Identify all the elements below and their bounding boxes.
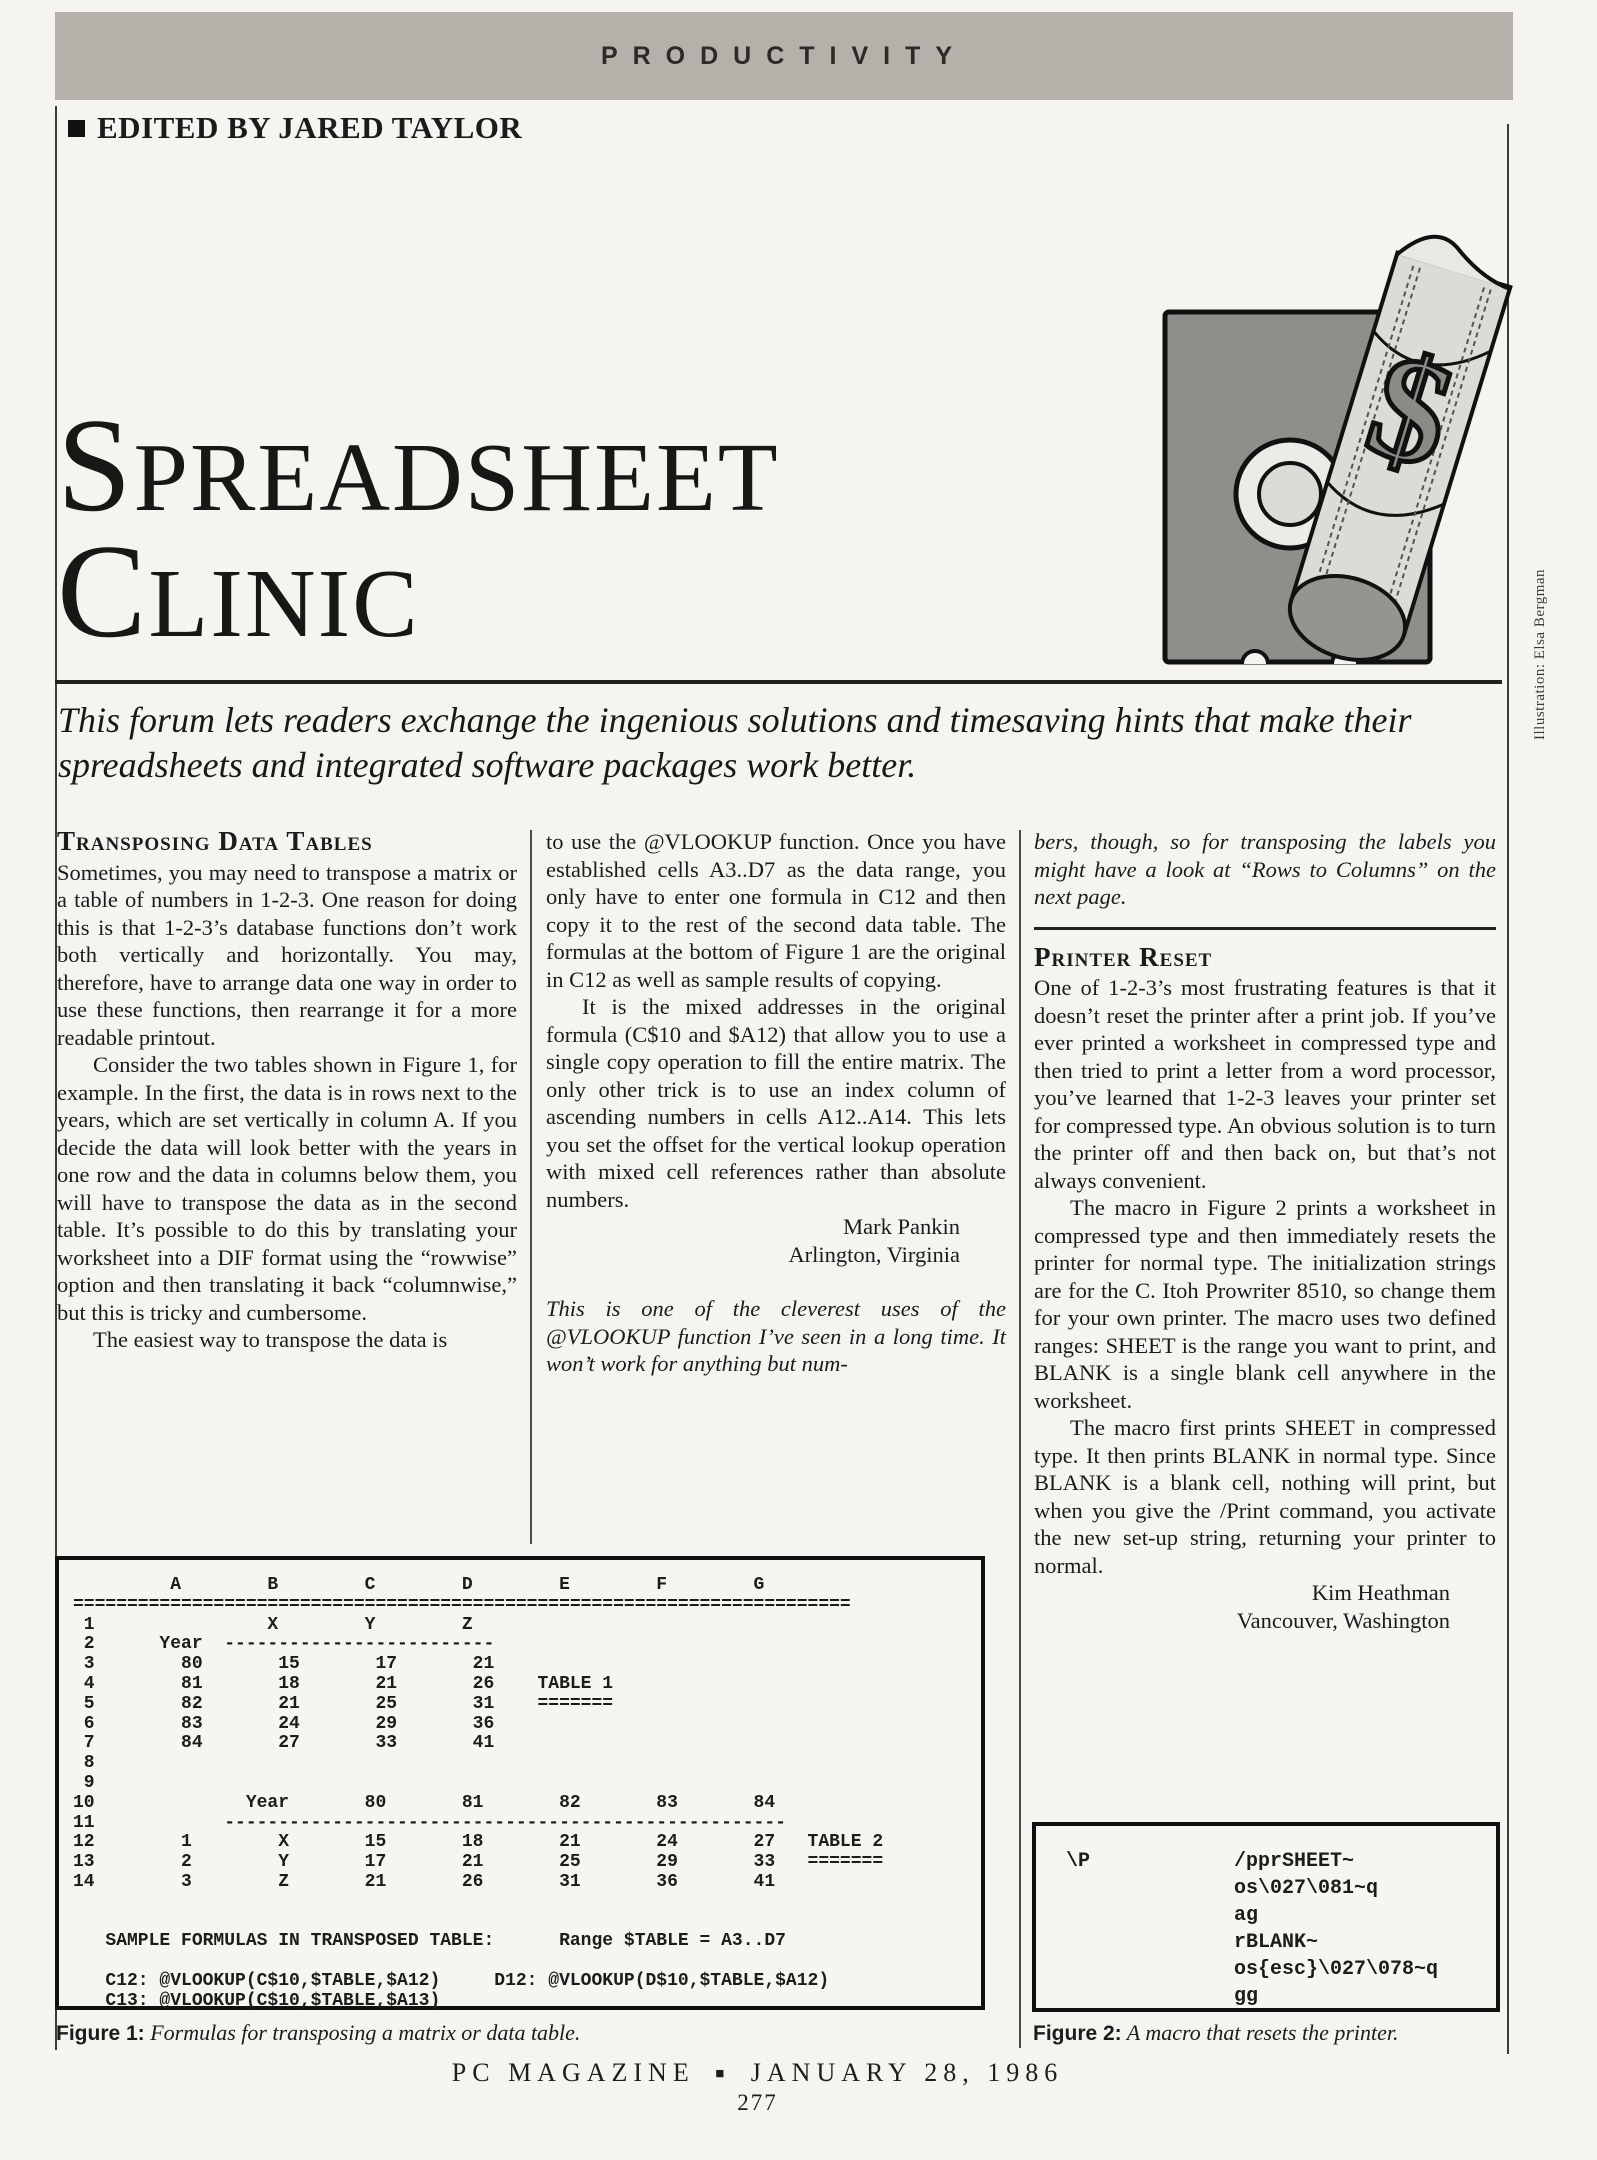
dollar-roll-end — [1287, 573, 1408, 662]
page-number: 277 — [737, 2090, 778, 2115]
column-divider-1 — [530, 830, 532, 1544]
page-title: SPREADSHEET CLINIC — [57, 398, 780, 658]
signature-location: Arlington, Virginia — [788, 1242, 960, 1267]
edited-by-line: EDITED BY JARED TAYLOR — [68, 110, 522, 146]
figure-1-caption-text: Formulas for transposing a matrix or dat… — [144, 2020, 581, 2045]
transposing-para-2: Consider the two tables shown in Figure … — [57, 1052, 517, 1325]
title-rest-2: LINIC — [148, 550, 420, 658]
title-initial-s: S — [57, 391, 134, 539]
title-divider-rule — [55, 680, 1502, 684]
signature-mark-pankin: Mark Pankin Arlington, Virginia — [546, 1213, 1006, 1269]
floppy-money-svg: $ — [1162, 234, 1513, 665]
stitch-line-right-b — [1387, 289, 1492, 625]
floppy-notch-left — [1240, 649, 1270, 665]
printer-para-1: One of 1-2-3’s most frustrating features… — [1034, 975, 1496, 1193]
column-3: bers, though, so for transposing the lab… — [1034, 828, 1496, 1635]
footer-line: PC MAGAZINE ■ JANUARY 28, 1986 — [0, 2058, 1515, 2088]
square-bullet-icon — [68, 119, 85, 137]
printer-reset-heading: Printer Reset — [1034, 941, 1213, 972]
title-line-2: CLINIC — [57, 524, 780, 658]
figure-1-caption-label: Figure 1: — [56, 2022, 145, 2045]
figure-1-box: A B C D E F G ==========================… — [55, 1556, 985, 2011]
column-2: to use the @VLOOKUP function. Once you h… — [546, 828, 1006, 1378]
figure-2-caption-label: Figure 2: — [1033, 2022, 1122, 2045]
figure-2-caption-text: A macro that resets the printer. — [1121, 2020, 1399, 2045]
dollar-roll: $ — [1287, 234, 1513, 662]
column-divider-2 — [1019, 830, 1021, 2048]
editor-note-part-2: bers, though, so for transposing the lab… — [1034, 829, 1496, 909]
section-divider-rule — [1034, 926, 1496, 930]
signature-kim-heathman: Kim Heathman Vancouver, Washington — [1034, 1579, 1496, 1635]
transposing-col2-para-2: It is the mixed addresses in the origina… — [546, 994, 1006, 1212]
floppy-hub-hole — [1257, 461, 1323, 527]
right-page-rule — [1507, 124, 1509, 2054]
figure-2-caption: Figure 2: A macro that resets the printe… — [1033, 2020, 1493, 2046]
page-footer: PC MAGAZINE ■ JANUARY 28, 1986 277 — [0, 2058, 1515, 2116]
footer-magazine: PC MAGAZINE — [451, 2058, 695, 2087]
productivity-banner: PRODUCTIVITY — [55, 12, 1513, 100]
dollar-roll-top-curl — [1395, 234, 1511, 291]
dollar-roll-seam-top — [1372, 330, 1492, 367]
title-line-1: SPREADSHEET — [57, 398, 780, 532]
figure-1-spreadsheet: A B C D E F G ==========================… — [73, 1575, 884, 2011]
title-rest-1: PREADSHEET — [133, 424, 780, 532]
signature-name: Mark Pankin — [843, 1214, 960, 1239]
transposing-para-3: The easiest way to transpose the data is — [93, 1327, 448, 1352]
editor-note-part-1: This is one of the cleverest uses of the… — [546, 1296, 1006, 1376]
printer-para-2: The macro in Figure 2 prints a worksheet… — [1034, 1195, 1496, 1413]
left-page-rule — [55, 106, 57, 2050]
floppy-money-illustration: $ — [1140, 232, 1515, 677]
signature-name: Kim Heathman — [1311, 1580, 1450, 1605]
stitch-line-right-a — [1380, 287, 1486, 623]
banner-label: PRODUCTIVITY — [600, 41, 968, 70]
transposing-col2-para-1: to use the @VLOOKUP function. Once you h… — [546, 829, 1006, 992]
stitch-line-left-a — [1310, 265, 1415, 601]
intro-deck: This forum lets readers exchange the ing… — [58, 700, 1412, 785]
printer-para-3: The macro first prints SHEET in compress… — [1034, 1415, 1496, 1578]
transposing-para-1: Sometimes, you may need to transpose a m… — [57, 859, 517, 1050]
illustration-credit: Illustration: Elsa Bergman — [1532, 568, 1548, 740]
footer-date: JANUARY 28, 1986 — [750, 2058, 1064, 2087]
dollar-roll-seam-bottom — [1326, 481, 1445, 517]
edited-by-text: EDITED BY JARED TAYLOR — [97, 110, 523, 145]
signature-location: Vancouver, Washington — [1236, 1608, 1450, 1633]
stitch-line-left-b — [1316, 267, 1421, 603]
transposing-heading: Transposing Data Tables — [57, 826, 373, 856]
column-1: Transposing Data Tables Sometimes, you m… — [57, 826, 517, 1354]
title-initial-c: C — [57, 517, 149, 665]
figure-2-macro: \P /pprSHEET~ os\027\081~q ag rBLANK~ os… — [1066, 1850, 1439, 2008]
figure-1-caption: Figure 1: Formulas for transposing a mat… — [56, 2020, 956, 2046]
figure-2-box: \P /pprSHEET~ os\027\081~q ag rBLANK~ os… — [1032, 1822, 1500, 2012]
footer-separator-icon: ■ — [715, 2066, 731, 2082]
